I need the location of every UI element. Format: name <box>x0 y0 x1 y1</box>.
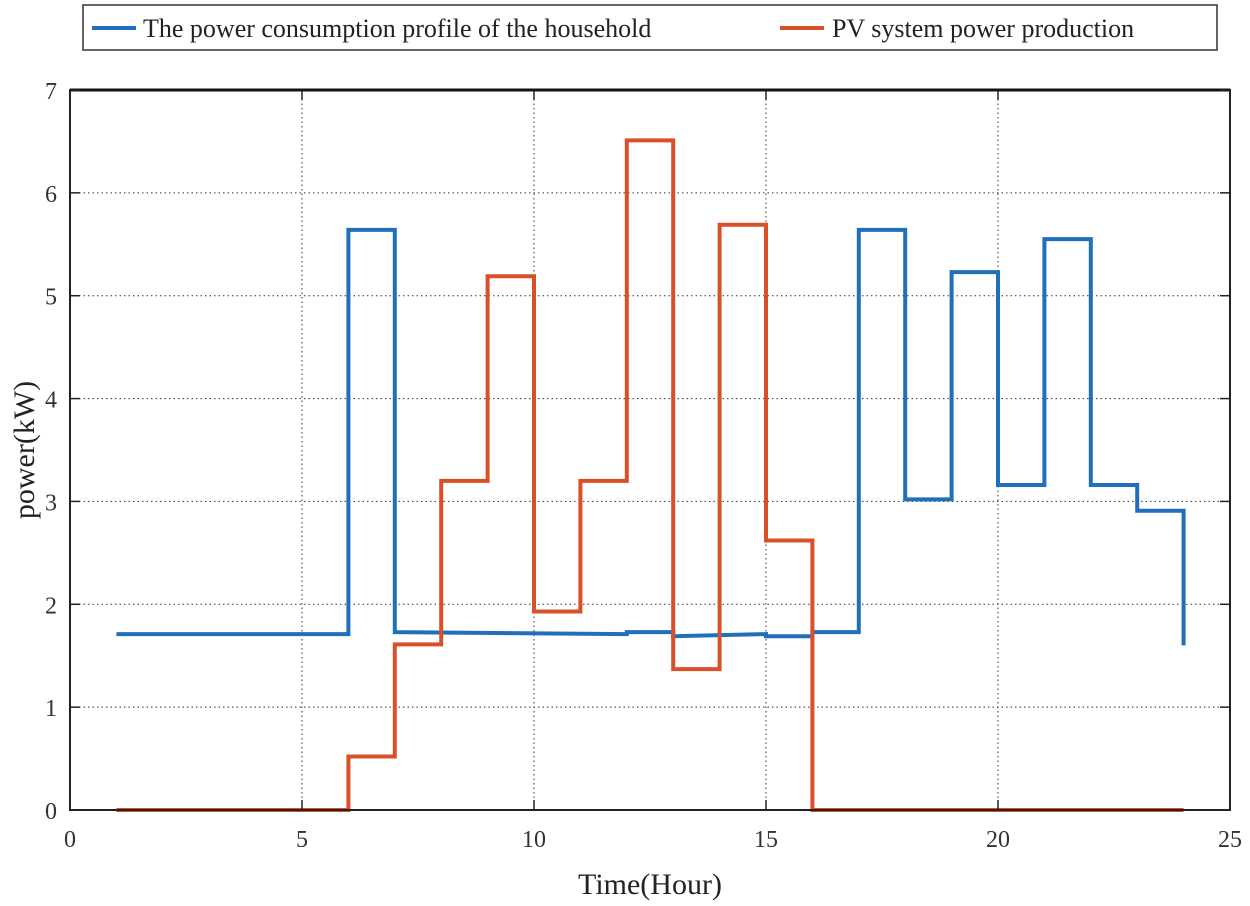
x-tick-label: 5 <box>296 827 308 853</box>
axis-ticks: 0 5 10 15 20 25 0 1 2 3 4 5 6 7 <box>45 79 1242 853</box>
y-tick-label: 2 <box>45 593 57 619</box>
x-tick-label: 0 <box>64 827 76 853</box>
y-tick-label: 5 <box>45 285 57 311</box>
series-line-consumption <box>116 227 1186 646</box>
y-axis-title: power(kW) <box>8 381 41 519</box>
grid <box>70 90 1230 810</box>
x-axis-title: Time(Hour) <box>578 868 722 901</box>
y-tick-label: 0 <box>45 799 57 825</box>
y-tick-label: 6 <box>45 182 57 208</box>
legend-label-consumption: The power consumption profile of the hou… <box>143 14 651 43</box>
x-tick-label: 10 <box>522 827 546 853</box>
legend: The power consumption profile of the hou… <box>82 4 1218 51</box>
legend-box <box>82 4 1218 51</box>
y-tick-label: 3 <box>45 490 57 516</box>
plot-frame <box>69 89 1231 811</box>
series-group <box>116 138 1186 812</box>
x-tick-label: 25 <box>1218 827 1242 853</box>
y-tick-label: 7 <box>45 79 57 105</box>
series-line-pv-production <box>116 138 1184 812</box>
legend-label-pv: PV system power production <box>832 14 1134 43</box>
x-tick-label: 20 <box>986 827 1010 853</box>
y-tick-label: 4 <box>45 388 57 414</box>
x-tick-label: 15 <box>754 827 778 853</box>
y-tick-label: 1 <box>45 696 57 722</box>
